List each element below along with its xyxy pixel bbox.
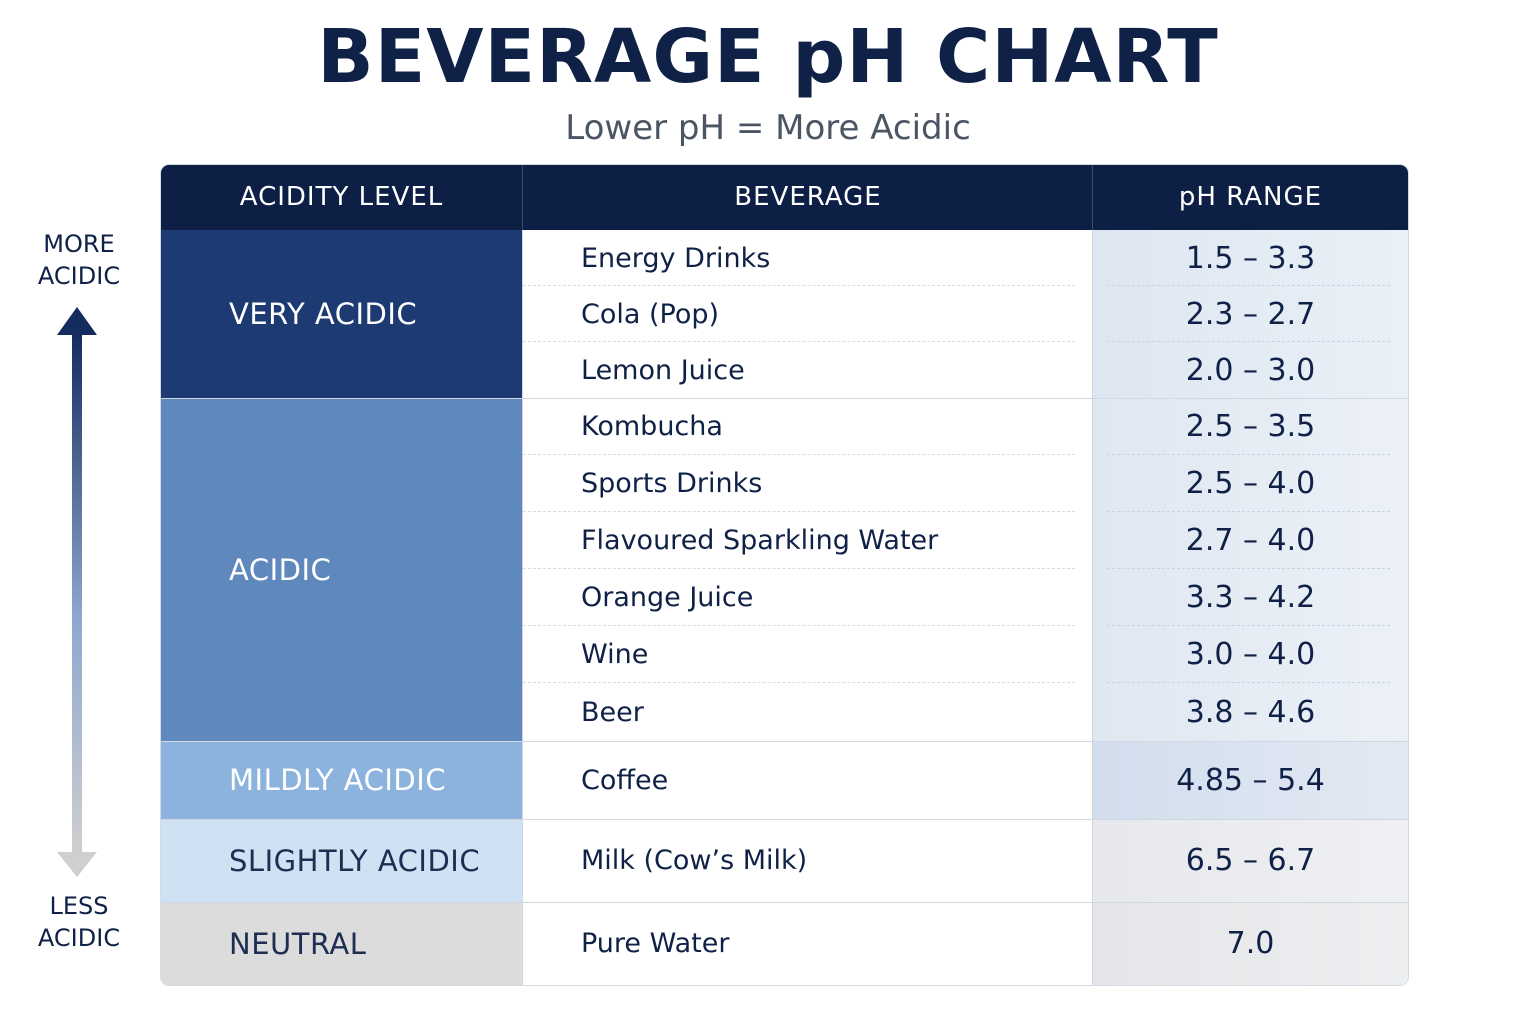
table-row: Orange Juice	[523, 569, 1093, 626]
beverage-name: Pure Water	[581, 928, 730, 959]
ph-range-column: 7.0	[1093, 902, 1408, 985]
ph-row: 3.0 – 4.0	[1093, 626, 1408, 683]
ph-range-column: 2.5 – 3.5 2.5 – 4.0 2.7 – 4.0 3.3 – 4.2 3.0 …	[1093, 398, 1408, 741]
acidity-level-cell: SLIGHTLY ACIDIC	[161, 819, 522, 902]
beverage-name: Orange Juice	[581, 582, 754, 613]
acidity-level-cell: ACIDIC	[161, 398, 522, 741]
beverage-name: Wine	[581, 639, 649, 670]
table-row: Milk (Cow’s Milk)	[523, 819, 1093, 902]
beverage-column: Kombucha Sports Drinks Flavoured Sparkling…	[523, 398, 1093, 741]
ph-range-column: 4.85 – 5.4	[1093, 741, 1408, 819]
ph-row: 2.5 – 4.0	[1093, 455, 1408, 512]
ph-row: 1.5 – 3.3	[1093, 230, 1408, 286]
scale-top-line2: ACIDIC	[37, 262, 121, 290]
beverage-name: Cola (Pop)	[581, 298, 720, 330]
level-group-very-acidic: VERY ACIDIC Energy Drinks Cola (Pop) Lemon …	[161, 230, 1408, 398]
beverage-column: Pure Water	[523, 902, 1093, 985]
beverage-name: Milk (Cow’s Milk)	[581, 845, 808, 876]
page-subtitle: Lower pH = More Acidic	[565, 108, 971, 148]
ph-row: 2.0 – 3.0	[1093, 342, 1408, 398]
level-group-mildly-acidic: MILDLY ACIDIC Coffee 4.85 – 5.4	[161, 741, 1408, 819]
table-row: Coffee	[523, 741, 1093, 819]
ph-table: ACIDITY LEVEL BEVERAGE pH RANGE VERY ACI…	[161, 165, 1408, 985]
ph-range-value: 2.3 – 2.7	[1185, 296, 1316, 332]
level-group-neutral: NEUTRAL Pure Water 7.0	[161, 902, 1408, 985]
table-row: Kombucha	[523, 398, 1093, 455]
ph-row: 2.7 – 4.0	[1093, 512, 1408, 569]
table-row: Pure Water	[523, 902, 1093, 985]
table-row: Energy Drinks	[523, 230, 1093, 286]
beverage-name: Kombucha	[581, 411, 723, 442]
beverage-column: Energy Drinks Cola (Pop) Lemon Juice	[523, 230, 1093, 398]
ph-range-value: 6.5 – 6.7	[1185, 843, 1316, 878]
ph-row: 2.3 – 2.7	[1093, 286, 1408, 342]
beverage-column: Coffee	[523, 741, 1093, 819]
beverage-name: Flavoured Sparkling Water	[581, 525, 939, 556]
table-row: Wine	[523, 626, 1093, 683]
scale-top-line1: MORE	[43, 230, 115, 258]
scale-bottom-line1: LESS	[49, 892, 109, 920]
ph-range-column: 1.5 – 3.3 2.3 – 2.7 2.0 – 3.0	[1093, 230, 1408, 398]
ph-range-value: 2.0 – 3.0	[1185, 352, 1316, 388]
ph-range-value: 3.3 – 4.2	[1185, 580, 1316, 615]
beverage-name: Lemon Juice	[581, 354, 745, 386]
scale-bottom-line2: ACIDIC	[37, 924, 121, 952]
ph-range-value: 2.7 – 4.0	[1185, 523, 1316, 558]
column-header-ph-range: pH RANGE	[1178, 182, 1323, 212]
beverage-name: Beer	[581, 696, 644, 728]
ph-row: 3.3 – 4.2	[1093, 569, 1408, 626]
ph-range-value: 3.8 – 4.6	[1185, 694, 1316, 730]
level-group-acidic: ACIDIC Kombucha Sports Drinks Flavoured Spa…	[161, 398, 1408, 741]
beverage-name: Sports Drinks	[581, 468, 763, 499]
page-title: BEVERAGE pH CHART	[317, 14, 1219, 100]
acidity-level-cell: NEUTRAL	[161, 902, 522, 985]
table-row: Lemon Juice	[523, 342, 1093, 398]
ph-row: 6.5 – 6.7	[1093, 819, 1408, 902]
ph-row: 7.0	[1093, 902, 1408, 985]
ph-range-value: 2.5 – 3.5	[1185, 409, 1316, 444]
ph-range-value: 2.5 – 4.0	[1185, 466, 1316, 501]
beverage-column: Milk (Cow’s Milk)	[523, 819, 1093, 902]
ph-range-value: 3.0 – 4.0	[1185, 637, 1316, 672]
beverage-name: Coffee	[581, 764, 669, 796]
ph-range-column: 6.5 – 6.7	[1093, 819, 1408, 902]
table-row: Beer	[523, 683, 1093, 741]
ph-row: 2.5 – 3.5	[1093, 398, 1408, 455]
table-row: Flavoured Sparkling Water	[523, 512, 1093, 569]
beverage-name: Energy Drinks	[581, 242, 771, 274]
ph-row: 3.8 – 4.6	[1093, 683, 1408, 741]
scale-top-label: MORE ACIDIC	[28, 228, 130, 292]
acidity-level-cell: MILDLY ACIDIC	[161, 741, 522, 819]
scale-bottom-label: LESS ACIDIC	[28, 890, 130, 954]
table-row: Sports Drinks	[523, 455, 1093, 512]
ph-range-value: 4.85 – 5.4	[1176, 762, 1325, 798]
level-group-slightly-acidic: SLIGHTLY ACIDIC Milk (Cow’s Milk) 6.5 – 6.…	[161, 819, 1408, 902]
double-arrow-vertical-icon	[57, 307, 97, 877]
ph-range-value: 1.5 – 3.3	[1185, 240, 1316, 276]
column-header-acidity-level: ACIDITY LEVEL	[239, 182, 444, 212]
table-header: ACIDITY LEVEL BEVERAGE pH RANGE	[161, 165, 1408, 230]
ph-row: 4.85 – 5.4	[1093, 741, 1408, 819]
table-row: Cola (Pop)	[523, 286, 1093, 342]
ph-range-value: 7.0	[1226, 926, 1275, 961]
column-header-beverage: BEVERAGE	[734, 182, 882, 212]
acidity-level-cell: VERY ACIDIC	[161, 230, 522, 398]
